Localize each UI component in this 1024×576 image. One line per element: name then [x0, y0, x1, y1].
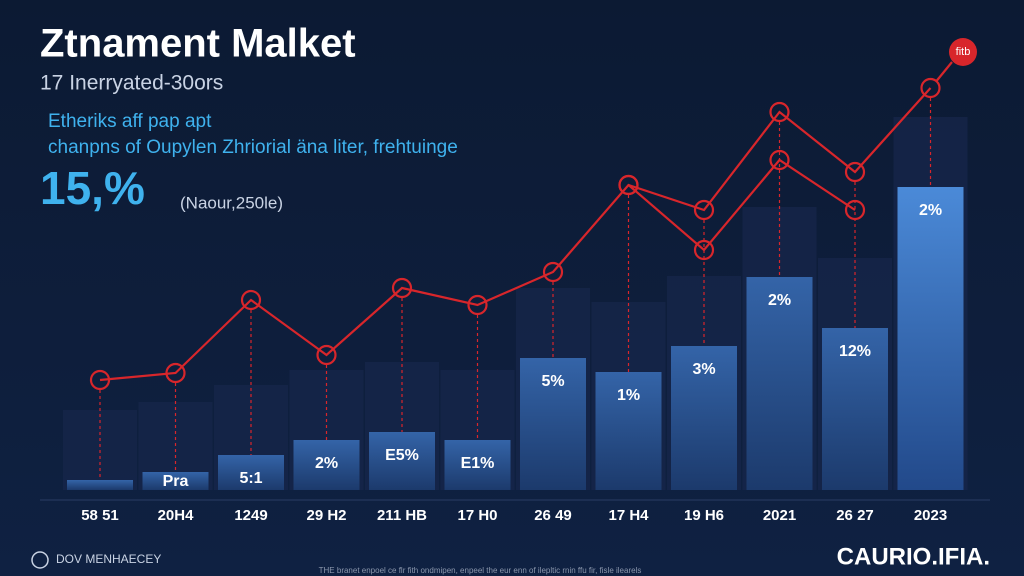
bar — [369, 432, 435, 490]
line-point — [920, 77, 941, 99]
bar — [671, 346, 737, 490]
bar — [595, 372, 662, 490]
line — [627, 158, 856, 252]
bar — [293, 440, 360, 490]
line-point — [467, 294, 488, 316]
annotation: chanpns of Oupylen Zhriorial äna liter, … — [48, 137, 458, 158]
x-tick-label: 58 51 — [81, 507, 119, 524]
highlight: 15,% — [40, 162, 145, 214]
line-point — [165, 362, 186, 384]
x-tick-label: 17 H0 — [457, 507, 497, 524]
bar-label: 5% — [541, 373, 564, 390]
line-point — [391, 277, 413, 299]
line-point — [89, 369, 111, 391]
line-point — [693, 239, 715, 261]
bar — [822, 328, 888, 490]
bar — [746, 277, 813, 490]
badge-label: fitb — [956, 46, 971, 58]
x-tick-label: 17 H4 — [608, 507, 649, 524]
bar-label: 2% — [768, 292, 791, 309]
x-tick-label: 29 H2 — [306, 507, 346, 524]
line-point — [618, 174, 639, 196]
bar — [142, 472, 209, 490]
footer-icon — [31, 551, 49, 569]
annotation: Etheriks aff pap apt — [48, 111, 212, 132]
chart-title: Ztnament Malket — [40, 22, 356, 66]
bar-label: 3% — [692, 361, 715, 378]
badge-connector — [935, 61, 953, 82]
bar — [218, 455, 284, 490]
highlight-note: (Naour,250le) — [180, 193, 283, 212]
bar-label: Pra — [163, 473, 189, 490]
x-tick-label: 19 H6 — [684, 507, 724, 524]
x-tick-label: 211 HB — [377, 507, 427, 524]
bar-label: E1% — [461, 455, 495, 472]
bar-label: 2% — [315, 455, 338, 472]
x-tick-label: 2021 — [763, 507, 796, 524]
line-point — [844, 161, 866, 183]
line-point — [769, 101, 790, 123]
bar — [444, 440, 511, 490]
x-tick-label: 2023 — [914, 507, 947, 524]
bar-label: E5% — [385, 447, 419, 464]
badge — [949, 38, 977, 66]
footnote: THE branet enpoel ce flr fith ondmipen, … — [319, 566, 642, 575]
bar-label: 5:1 — [239, 470, 262, 487]
line-point — [769, 149, 790, 171]
footer-right: CAURIO.IFIA. — [837, 543, 990, 570]
bar — [520, 358, 586, 490]
bar-label: 12% — [839, 343, 871, 360]
bar — [897, 187, 964, 490]
line-point — [316, 344, 337, 366]
x-tick-label: 26 49 — [534, 507, 572, 524]
subtitle: 17 Inerryated-30ors — [40, 72, 223, 95]
line-point — [693, 199, 715, 221]
line-point — [240, 289, 262, 311]
bar — [67, 480, 133, 490]
x-tick-label: 1249 — [234, 507, 267, 524]
x-tick-label: 20H4 — [158, 507, 195, 524]
line-point — [542, 261, 564, 283]
bar-label: 2% — [919, 202, 942, 219]
bar-label: 1% — [617, 387, 640, 404]
footer-left: DOV MENHAECEY — [56, 552, 161, 566]
x-tick-label: 26 27 — [836, 507, 874, 524]
line — [99, 87, 932, 382]
line-point — [844, 199, 866, 221]
